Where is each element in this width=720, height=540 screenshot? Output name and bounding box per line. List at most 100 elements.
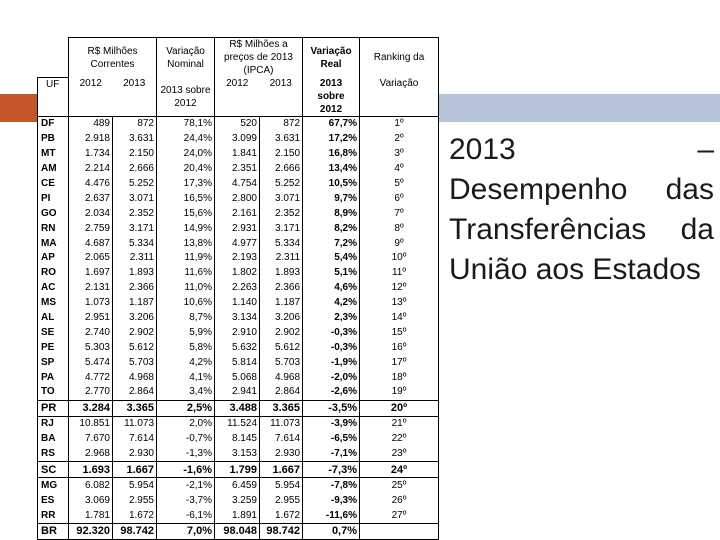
cell-2012-real: 3.153 (214, 446, 260, 463)
cell-2013-current: 5.703 (112, 355, 157, 371)
cell-2012-real: 4.754 (214, 176, 260, 192)
cell-nominal-variation: -2,1% (156, 477, 215, 494)
header-real-sobre: 2013 sobre 2012 (302, 77, 361, 117)
cell-2013-real: 2.150 (258, 146, 304, 162)
cell-2013-real: 2.955 (258, 493, 304, 509)
cell-ranking: 21º (359, 416, 440, 432)
cell-ranking: 3º (359, 146, 440, 162)
cell-uf: BR (37, 523, 69, 540)
cell-2013-real: 872 (258, 115, 304, 132)
cell-nominal-variation: -0,7% (156, 431, 215, 447)
header-2013-real: 2013 (259, 77, 304, 117)
cell-2012-current: 4.687 (68, 236, 113, 252)
title-text: Desempenho das Transferências da União a… (449, 173, 714, 286)
cell-2013-current: 3.206 (112, 310, 157, 326)
cell-2012-real: 2.193 (214, 251, 260, 266)
cell-2012-real: 1.841 (214, 146, 260, 162)
cell-2012-real: 6.459 (214, 477, 260, 494)
cell-2012-current: 2.034 (68, 206, 113, 222)
cell-real-variation: 2,3% (302, 310, 361, 326)
cell-ranking (359, 523, 440, 540)
cell-real-variation: -3,9% (302, 416, 361, 432)
cell-real-variation: 8,9% (302, 206, 361, 222)
cell-uf: SC (37, 461, 69, 479)
cell-real-variation: 5,1% (302, 265, 361, 281)
table-row: PI 2.637 3.071 16,5% 2.800 3.071 9,7% 6º (37, 191, 440, 207)
cell-real-variation: 10,5% (302, 176, 361, 192)
table-row: ES 3.069 2.955 -3,7% 3.259 2.955 -9,3% 26º (37, 493, 440, 509)
cell-ranking: 8º (359, 221, 440, 237)
cell-nominal-variation: 2,0% (156, 416, 215, 432)
cell-2013-real: 1.667 (258, 461, 304, 479)
cell-nominal-variation: -3,7% (156, 493, 215, 509)
cell-real-variation: -9,3% (302, 493, 361, 509)
cell-2013-current: 1.187 (112, 295, 157, 311)
cell-nominal-variation: 8,7% (156, 310, 215, 326)
cell-2012-real: 4.977 (214, 236, 260, 252)
cell-real-variation: 8,2% (302, 221, 361, 237)
cell-uf: MA (37, 236, 69, 252)
table-row: MT 1.734 2.150 24,0% 1.841 2.150 16,8% 3º (37, 146, 440, 162)
accent-block (0, 94, 38, 122)
cell-2012-current: 7.670 (68, 431, 113, 447)
cell-2013-real: 3.631 (258, 131, 304, 147)
table-row: PB 2.918 3.631 24,4% 3.099 3.631 17,2% 2º (37, 131, 440, 147)
title-dash: – (697, 133, 714, 166)
cell-2013-real: 2.930 (258, 446, 304, 463)
cell-2013-real: 2.902 (258, 325, 304, 341)
cell-nominal-variation: 11,9% (156, 251, 215, 266)
cell-uf: PE (37, 340, 69, 356)
cell-uf: RJ (37, 416, 69, 432)
cell-uf: CE (37, 176, 69, 192)
header-nominal-sobre: 2013 sobre 2012 (156, 77, 215, 117)
cell-nominal-variation: 3,4% (156, 385, 215, 401)
cell-ranking: 10º (359, 251, 440, 266)
cell-2013-current: 2.666 (112, 161, 157, 177)
cell-real-variation: 16,8% (302, 146, 361, 162)
cell-2012-real: 3.134 (214, 310, 260, 326)
cell-ranking: 25º (359, 477, 440, 494)
cell-2013-real: 7.614 (258, 431, 304, 447)
cell-2012-current: 2.131 (68, 280, 113, 296)
cell-real-variation: 17,2% (302, 131, 361, 147)
cell-2012-real: 1.802 (214, 265, 260, 281)
cell-2012-current: 6.082 (68, 477, 113, 494)
cell-nominal-variation: 15,6% (156, 206, 215, 222)
cell-ranking: 14º (359, 310, 440, 326)
cell-2013-current: 11.073 (112, 416, 157, 432)
header-ranking-variation: Variação (359, 77, 440, 117)
title-year: 2013 (449, 133, 516, 166)
cell-uf: DF (37, 115, 69, 132)
cell-2013-current: 5.334 (112, 236, 157, 252)
cell-uf: TO (37, 385, 69, 401)
cell-real-variation: 9,7% (302, 191, 361, 207)
cell-2012-current: 1.781 (68, 508, 113, 525)
cell-2012-real: 1.799 (214, 461, 260, 479)
table-row: MG 6.082 5.954 -2,1% 6.459 5.954 -7,8% 25º (37, 477, 440, 494)
table-row: AC 2.131 2.366 11,0% 2.263 2.366 4,6% 12º (37, 280, 440, 296)
cell-2013-real: 3.071 (258, 191, 304, 207)
slide-title: 2013 – Desempenho das Transferências da … (449, 130, 714, 290)
cell-uf: RR (37, 508, 69, 525)
cell-real-variation: -7,1% (302, 446, 361, 463)
cell-2013-real: 5.954 (258, 477, 304, 494)
cell-uf: SE (37, 325, 69, 341)
cell-nominal-variation: 20,4% (156, 161, 215, 177)
cell-uf: AP (37, 251, 69, 266)
cell-2013-current: 1.893 (112, 265, 157, 281)
cell-2012-current: 2.214 (68, 161, 113, 177)
table-row: BR 92.320 98.742 7,0% 98.048 98.742 0,7% (37, 523, 440, 540)
cell-ranking: 15º (359, 325, 440, 341)
cell-real-variation: 67,7% (302, 115, 361, 132)
header-2012-real: 2012 (214, 77, 260, 117)
cell-2012-real: 8.145 (214, 431, 260, 447)
cell-2013-current: 98.742 (112, 523, 157, 540)
cell-real-variation: -11,6% (302, 508, 361, 525)
table-row: RN 2.759 3.171 14,9% 2.931 3.171 8,2% 8º (37, 221, 440, 237)
table-row: AM 2.214 2.666 20,4% 2.351 2.666 13,4% 4º (37, 161, 440, 177)
cell-2013-real: 2.864 (258, 385, 304, 401)
table-row: SP 5.474 5.703 4,2% 5.814 5.703 -1,9% 17º (37, 355, 440, 371)
cell-ranking: 22º (359, 431, 440, 447)
cell-2013-current: 5.252 (112, 176, 157, 192)
cell-2012-current: 2.759 (68, 221, 113, 237)
